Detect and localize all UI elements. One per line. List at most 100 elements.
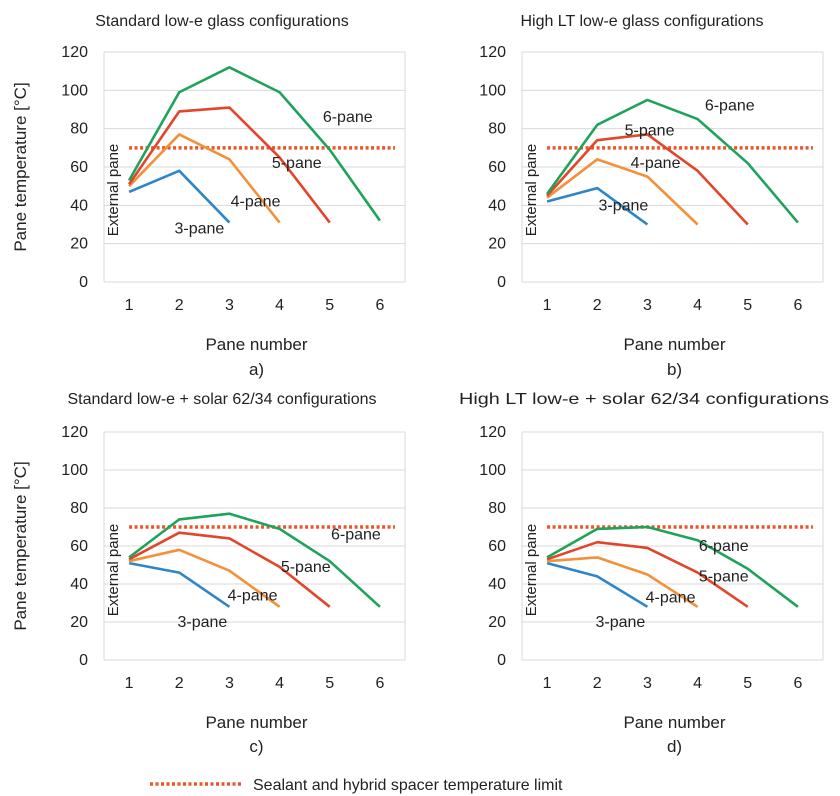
y-axis-label: Pane temperature [°C] [11, 82, 30, 251]
external-pane-label: External pane [523, 144, 540, 237]
x-tick-label: 1 [543, 675, 552, 692]
chart-title: Standard low-e glass configurations [95, 13, 348, 30]
series-label-4-pane: 4-pane [228, 587, 278, 604]
chart-title: Standard low-e + solar 62/34 configurati… [67, 391, 376, 408]
legend: Sealant and hybrid spacer temperature li… [150, 777, 563, 794]
y-tick-label: 0 [497, 274, 506, 291]
y-tick-label: 0 [79, 652, 88, 669]
series-label-5-pane: 5-pane [281, 559, 331, 576]
x-tick-label: 1 [543, 297, 552, 314]
x-tick-label: 1 [125, 675, 134, 692]
panel-caption: b) [667, 360, 682, 379]
y-tick-label: 20 [70, 614, 88, 631]
chart-panel-c: Standard low-e + solar 62/34 configurati… [11, 391, 406, 756]
y-tick-label: 20 [488, 236, 506, 253]
series-line-4-pane [128, 133, 281, 224]
x-tick-label: 1 [125, 297, 134, 314]
x-tick-label: 4 [275, 675, 284, 692]
series-label-3-pane: 3-pane [596, 614, 646, 631]
y-tick-label: 100 [479, 462, 506, 479]
series-label-4-pane: 4-pane [231, 194, 281, 211]
series-label-5-pane: 5-pane [699, 568, 749, 585]
y-tick-label: 20 [70, 236, 88, 253]
x-axis-label: Pane number [623, 713, 725, 732]
y-tick-label: 80 [70, 121, 88, 138]
external-pane-label: External pane [523, 524, 540, 617]
x-tick-label: 6 [793, 675, 802, 692]
x-axis-label: Pane number [205, 713, 307, 732]
chart-panel-a: Standard low-e glass configurations 0 20 40… [11, 13, 406, 379]
y-tick-label: 60 [70, 538, 88, 555]
y-tick-label: 100 [61, 462, 88, 479]
y-tick-label: 60 [70, 159, 88, 176]
y-tick-label: 20 [488, 614, 506, 631]
x-tick-label: 2 [175, 297, 184, 314]
series-line-6-pane [128, 512, 381, 608]
x-tick-label: 2 [593, 675, 602, 692]
y-tick-label: 60 [488, 159, 506, 176]
series-line-6-pane [127, 66, 381, 222]
y-tick-label: 120 [479, 424, 506, 441]
x-tick-label: 3 [225, 675, 234, 692]
x-axis-label: Pane number [205, 335, 307, 354]
x-tick-label: 5 [743, 297, 752, 314]
chart-title: High LT low-e glass configurations [520, 13, 763, 30]
y-tick-label: 120 [479, 44, 506, 61]
external-pane-label: External pane [105, 144, 122, 237]
series-line-5-pane [546, 133, 749, 226]
y-tick-label: 80 [488, 500, 506, 517]
series-line-3-pane [128, 169, 231, 224]
y-tick-label: 100 [61, 82, 88, 99]
series-label-3-pane: 3-pane [599, 197, 649, 214]
chart-panel-b: High LT low-e glass configurations 0 20 40 6… [479, 13, 824, 379]
series-label-6-pane: 6-pane [699, 538, 749, 555]
series-label-3-pane: 3-pane [175, 220, 225, 237]
series-label-5-pane: 5-pane [625, 123, 675, 140]
x-tick-label: 4 [693, 675, 702, 692]
y-tick-label: 80 [488, 121, 506, 138]
y-tick-label: 120 [61, 44, 88, 61]
panel-caption: c) [249, 737, 263, 756]
y-tick-label: 40 [70, 197, 88, 214]
series-label-6-pane: 6-pane [705, 98, 755, 115]
y-tick-label: 80 [70, 500, 88, 517]
x-tick-label: 5 [325, 297, 334, 314]
x-tick-label: 2 [593, 297, 602, 314]
series-label-5-pane: 5-pane [272, 155, 322, 172]
series-line-5-pane [546, 540, 749, 608]
series-line-4-pane [546, 158, 699, 226]
x-axis-label: Pane number [623, 335, 725, 354]
legend-limit-label: Sealant and hybrid spacer temperature li… [253, 777, 563, 794]
series-line-4-pane [546, 556, 699, 608]
series-line-5-pane [128, 106, 331, 224]
series-line-5-pane [128, 531, 331, 608]
x-tick-label: 6 [375, 297, 384, 314]
series-label-4-pane: 4-pane [631, 155, 681, 172]
series-line-6-pane [546, 98, 799, 224]
x-tick-label: 6 [793, 297, 802, 314]
y-axis-label: Pane temperature [°C] [11, 461, 30, 630]
external-pane-label: External pane [105, 524, 122, 617]
panel-caption: a) [249, 360, 264, 379]
y-tick-label: 40 [70, 576, 88, 593]
series-line-3-pane [128, 561, 231, 608]
series-label-3-pane: 3-pane [178, 614, 228, 631]
series-line-6-pane [546, 525, 799, 608]
x-tick-label: 3 [225, 297, 234, 314]
series-line-3-pane [546, 186, 649, 226]
x-tick-label: 4 [275, 297, 284, 314]
x-tick-label: 2 [175, 675, 184, 692]
x-tick-label: 6 [375, 675, 384, 692]
chart-panel-d: High LT low-e + solar 62/34 configuratio… [459, 391, 829, 756]
y-tick-label: 100 [479, 82, 506, 99]
chart-title: High LT low-e + solar 62/34 configuratio… [459, 391, 829, 408]
series-line-4-pane [128, 548, 281, 608]
y-tick-label: 40 [488, 197, 506, 214]
x-tick-label: 4 [693, 297, 702, 314]
x-tick-label: 5 [325, 675, 334, 692]
y-tick-label: 60 [488, 538, 506, 555]
y-tick-label: 120 [61, 424, 88, 441]
series-label-6-pane: 6-pane [331, 527, 381, 544]
y-tick-label: 0 [497, 652, 506, 669]
